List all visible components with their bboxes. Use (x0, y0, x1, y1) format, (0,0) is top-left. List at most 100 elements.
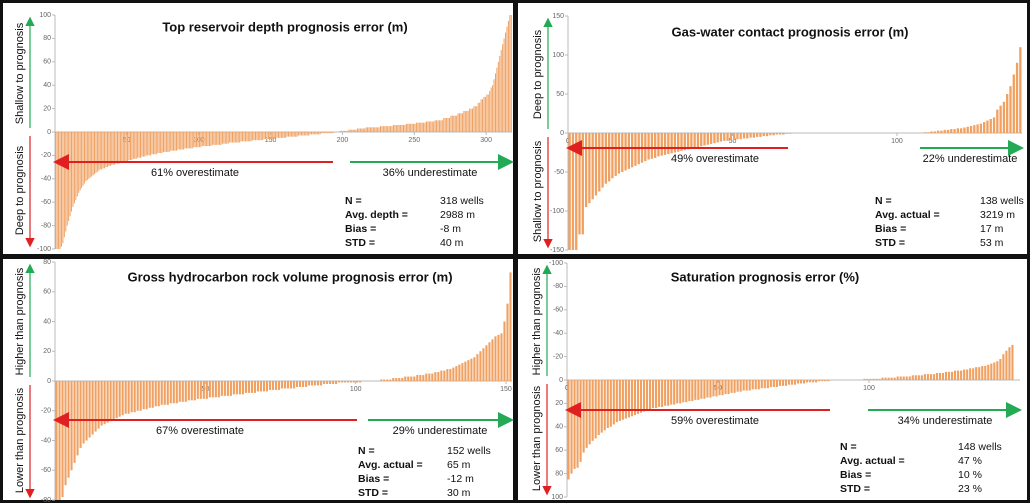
y-tick-label: 20 (555, 400, 563, 407)
bar (464, 361, 467, 381)
bar (386, 379, 389, 381)
bar (73, 381, 76, 463)
bar (418, 122, 420, 132)
stat-value: -8 m (440, 223, 461, 235)
bar (746, 133, 749, 139)
bar (630, 380, 633, 417)
bar (936, 130, 940, 133)
bar (673, 380, 676, 405)
bar (354, 129, 356, 132)
bar (272, 132, 274, 140)
bar (124, 381, 127, 414)
bar (129, 132, 131, 161)
bar (157, 381, 160, 407)
bar (427, 121, 429, 132)
bar (677, 133, 680, 152)
bar (249, 132, 251, 142)
y-tick-label: 60 (555, 447, 563, 454)
bar (323, 381, 326, 384)
bar (497, 61, 499, 132)
bar (785, 133, 788, 134)
bar (759, 133, 762, 137)
x-tick-label: 0 (565, 385, 569, 392)
bar (827, 380, 830, 382)
bar (344, 130, 346, 132)
bar (266, 132, 268, 140)
bar (486, 94, 488, 132)
bar (598, 133, 601, 192)
y-label-upper: Higher than prognosis (531, 267, 543, 375)
bar (295, 132, 297, 137)
bar (314, 381, 317, 386)
bar (259, 132, 261, 141)
bar (463, 110, 465, 132)
bar (173, 132, 175, 151)
bar (803, 380, 806, 384)
bar (328, 132, 330, 134)
bar (193, 381, 196, 401)
y-label-upper: Shallow to prognosis (14, 22, 26, 124)
bar (473, 106, 475, 132)
bar (356, 381, 359, 383)
bar (220, 132, 222, 145)
bar (963, 369, 966, 380)
bar (341, 381, 344, 383)
y-label-upper: Deep to prognosis (532, 29, 544, 119)
bar (996, 109, 999, 133)
bar (239, 132, 241, 143)
bar (639, 380, 643, 413)
bar (142, 381, 145, 410)
bar (377, 127, 379, 132)
bar (351, 129, 353, 132)
bar (221, 132, 223, 144)
bar (224, 132, 226, 144)
bar (866, 378, 869, 380)
bar (130, 381, 133, 413)
bar (499, 55, 501, 133)
bar (253, 132, 255, 141)
bar (353, 381, 356, 383)
bar (430, 121, 432, 132)
bar (884, 377, 887, 380)
bar (756, 133, 759, 137)
bar (300, 132, 302, 136)
y-tick-label: 100 (552, 52, 564, 59)
bar (500, 50, 502, 132)
bar (732, 133, 736, 141)
bar (106, 381, 109, 423)
stat-value: 138 wells (980, 195, 1024, 207)
bar (355, 129, 357, 132)
bar (131, 132, 133, 161)
bar (715, 380, 718, 397)
bar (467, 360, 470, 381)
bar (423, 122, 425, 132)
bar (198, 132, 200, 148)
bar (611, 133, 614, 179)
bar (446, 369, 449, 381)
bar (59, 132, 61, 249)
bar (443, 117, 445, 132)
bar (202, 381, 205, 399)
bar (1015, 62, 1019, 133)
bar (450, 115, 452, 132)
bar (234, 132, 236, 143)
bar (999, 105, 1002, 133)
x-tick-label: 50 (201, 386, 209, 393)
bar (782, 133, 785, 135)
bar (384, 126, 386, 132)
bar (444, 117, 446, 132)
bar (58, 132, 60, 249)
bar (265, 132, 267, 140)
bar (434, 120, 436, 132)
bar (582, 380, 585, 453)
bar (739, 380, 742, 392)
bar (730, 380, 733, 393)
bar (256, 381, 259, 392)
bar (872, 378, 875, 380)
bar (650, 133, 654, 159)
bar (588, 133, 591, 204)
y-tick-label: 0 (47, 378, 51, 385)
bar (503, 321, 506, 381)
bar (86, 132, 88, 180)
bar (223, 132, 225, 144)
